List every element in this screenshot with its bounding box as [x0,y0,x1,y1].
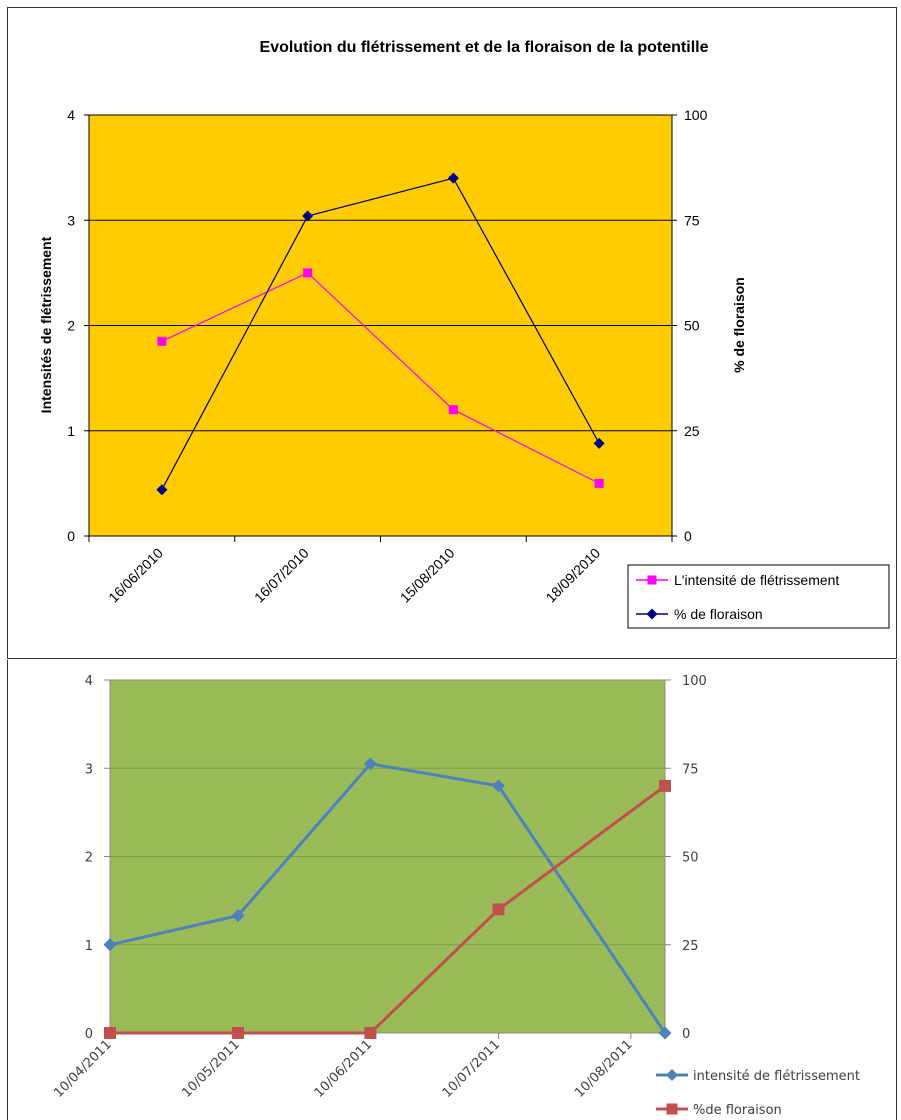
chart-2-data-point [231,909,245,923]
chart-1-y2-tick-label: 0 [684,528,692,544]
chart-2-y-tick-label: 0 [85,1027,93,1042]
chart-2-y2-tick-label: 50 [682,851,699,866]
chart-1-legend-label: % de floraison [674,606,763,622]
chart-1-y2-tick-label: 100 [684,107,708,123]
chart-1-data-point [447,172,459,184]
chart-1-y-tick-label: 1 [67,423,75,439]
chart-2-legend-label: %de floraison [693,1103,782,1118]
chart-2-x-tick-label: 10/07/2011 [440,1037,504,1101]
chart-2-y-tick-label: 2 [85,851,93,866]
chart-1-gridlines [89,114,672,432]
chart-2-legend-marker [666,1069,678,1081]
chart-2-y2-tick-label: 75 [682,762,699,777]
chart-1-data-point [157,336,167,346]
chart-2-data-point [103,938,117,952]
chart-2-legend-label: intensité de flétrissement [693,1069,860,1084]
chart-1-y-tick-label: 2 [67,318,75,334]
chart-1-series-line [161,177,600,490]
chart-1-legend: L'intensité de flétrissement % de florais… [627,564,890,629]
chart-2-data-point [104,1027,116,1039]
chart-1-x-tick-label: 18/09/2010 [542,545,603,606]
chart-2-y-tick-label: 4 [85,674,93,689]
chart-1-x-tick-label: 16/07/2010 [251,545,312,606]
chart-2-legend-marker [666,1103,678,1115]
chart-1-data-point [593,437,605,449]
chart-1-y-axis-label: Intensités de flétrissement [38,236,54,413]
chart-2: 0 1 2 3 4 0 25 50 75 100 10/04/2011 10/05/2011 10/06… [51,674,860,1118]
chart-2-legend: intensité de flétrissement %de floraison [656,1069,860,1118]
chart-2-x-tick-label: 10/04/2011 [51,1037,115,1101]
chart-2-x-tick-label: 10/08/2011 [572,1037,636,1101]
chart-1-y2-tick-label: 50 [684,318,700,334]
chart-2-y2-tick-label: 0 [682,1027,690,1042]
chart-1-y2-axis-label: % de floraison [731,277,747,373]
chart-2-series [103,757,672,1040]
chart-1-y-tick-label: 0 [67,528,75,544]
chart-1-y-tick-label: 4 [67,107,75,123]
chart-1: Evolution du flétrissement et de la flor… [38,39,890,629]
chart-1-series [156,172,605,496]
chart-2-y-tick-label: 1 [85,939,93,954]
chart-2-y2-tick-label: 25 [682,939,699,954]
chart-1-data-point [156,484,168,496]
chart-2-data-point [659,779,671,792]
chart-1-series-line [161,272,600,484]
chart-1-data-point [594,478,604,488]
chart-1-data-point [448,405,458,415]
chart-2-data-point [232,1027,245,1039]
chart-2-data-point [492,779,505,793]
chart-1-y2-tick-label: 75 [684,212,700,228]
chart-2-x-tick-label: 10/06/2011 [312,1037,376,1101]
chart-2-data-point [364,1027,377,1039]
chart-1-legend-box [627,564,890,629]
chart-1-legend-label: L'intensité de flétrissement [674,572,839,588]
chart-1-title: Evolution du flétrissement et de la flor… [260,39,709,56]
chart-2-data-point [492,903,505,916]
chart-2-data-point [363,757,377,771]
chart-1-y-tick-label: 3 [67,212,75,228]
chart-1-y2-tick-label: 25 [684,423,700,439]
chart-2-y2-tick-label: 100 [682,674,707,689]
chart-1-axes [84,114,677,542]
chart-1-legend-marker [646,608,658,620]
chart-2-data-point [658,1026,672,1040]
chart-1-x-tick-label: 16/06/2010 [105,545,166,606]
chart-1-data-point [303,268,313,278]
chart-2-x-tick-label: 10/05/2011 [179,1037,243,1101]
chart-1-x-tick-label: 15/08/2010 [397,545,458,606]
chart-1-data-point [302,210,314,222]
chart-1-legend-marker [647,575,657,585]
chart-2-y-tick-label: 3 [85,762,93,777]
